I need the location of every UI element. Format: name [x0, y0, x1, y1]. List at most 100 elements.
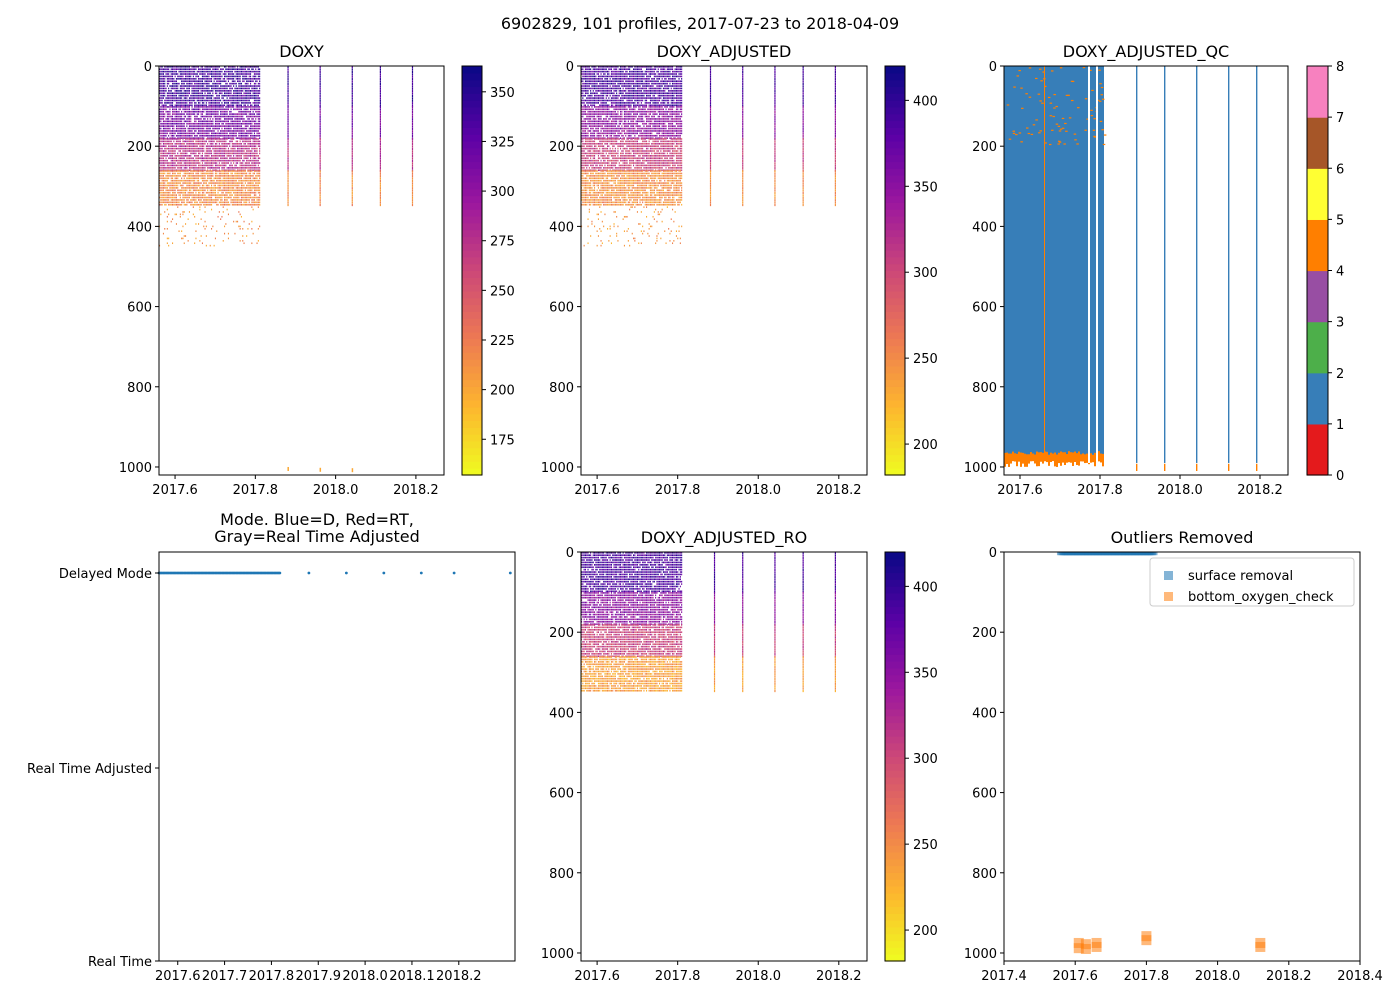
- doxy-sparse-cell: [287, 99, 289, 102]
- doxy-cell: [174, 90, 176, 92]
- doxy-cell: [178, 179, 180, 182]
- doxy-sparse-cell: [351, 70, 353, 74]
- doxy-sparse-cell: [287, 179, 289, 183]
- doxy-cell: [177, 68, 179, 71]
- doxy-cell: [225, 94, 227, 97]
- doxy_adj-cell: [583, 187, 585, 189]
- doxy-cell: [242, 159, 244, 162]
- doxy-cell: [182, 122, 184, 125]
- doxy-cell: [177, 118, 179, 120]
- doxy-sparse-cell: [287, 182, 289, 185]
- doxy-sparse-cell: [319, 106, 321, 109]
- doxy-cell: [194, 201, 196, 204]
- doxy_adj-cell: [591, 66, 593, 68]
- doxy-cell: [226, 170, 228, 172]
- doxy-cell: [251, 167, 253, 169]
- doxy-cell: [235, 73, 237, 75]
- doxy-cell: [221, 92, 223, 95]
- doxy-cell: [185, 170, 187, 172]
- doxy-sparse-cell: [351, 99, 353, 102]
- doxy-cell: [212, 104, 214, 107]
- doxy-cell: [178, 82, 180, 85]
- doxy-sparse-cell: [287, 82, 289, 86]
- doxy-cell: [218, 115, 220, 118]
- doxy-cell: [173, 203, 175, 206]
- doxy-cell: [177, 184, 179, 187]
- doxy-sparse-cell: [411, 82, 414, 86]
- doxy-sparse-cell: [319, 194, 321, 197]
- doxy-cell: [234, 194, 236, 196]
- doxy-cell: [233, 90, 235, 92]
- doxy-cell: [246, 125, 248, 127]
- doxy-cell: [229, 104, 231, 107]
- doxy-cell: [192, 99, 194, 102]
- doxy-cell: [218, 167, 220, 169]
- doxy-cell: [224, 172, 226, 175]
- doxy-cell: [208, 94, 210, 97]
- doxy-cell: [200, 170, 202, 172]
- doxy_adj-cell: [586, 75, 588, 78]
- doxy-cell: [181, 187, 183, 189]
- doxy-cell: [243, 196, 245, 199]
- doxy-cell: [170, 155, 172, 157]
- doxy-sparse-cell: [379, 73, 381, 76]
- doxy-cell: [168, 140, 170, 143]
- doxy-cell: [159, 120, 161, 123]
- doxy-sparse-cell: [379, 138, 381, 141]
- doxy-cell: [212, 140, 214, 143]
- doxy-cell: [257, 196, 259, 199]
- doxy-cell: [177, 78, 179, 80]
- doxy-cell: [247, 227, 249, 230]
- doxy-cell: [173, 87, 175, 90]
- doxy-cell: [226, 90, 228, 92]
- doxy-cell: [195, 182, 197, 184]
- doxy-cell: [209, 194, 211, 196]
- doxy-cell: [187, 184, 189, 187]
- doxy-cell: [172, 167, 174, 169]
- doxy-cell: [252, 199, 254, 201]
- doxy-sparse-cell: [319, 130, 321, 133]
- doxy-cell: [237, 120, 239, 123]
- doxy-cell: [166, 159, 168, 162]
- doxy-cell: [161, 92, 163, 95]
- doxy-sparse-cell: [287, 138, 289, 141]
- doxy-cell: [188, 164, 190, 167]
- doxy-cell: [209, 167, 211, 169]
- doxy-cell: [231, 159, 233, 162]
- doxy-cell: [209, 113, 211, 115]
- doxy-cell: [160, 94, 162, 97]
- doxy_adj-cell: [587, 242, 589, 245]
- doxy-cell: [201, 242, 203, 245]
- doxy-cell: [229, 155, 231, 157]
- doxy-cell: [203, 82, 205, 85]
- doxy-cell: [183, 201, 185, 204]
- doxy_adj-cell: [588, 125, 590, 127]
- doxy-cell: [174, 196, 176, 199]
- doxy_adj-cell: [586, 152, 588, 155]
- doxy-cell: [179, 75, 181, 78]
- doxy-cell: [257, 187, 259, 189]
- doxy-cell: [159, 179, 161, 182]
- doxy-cell: [248, 159, 250, 162]
- doxy-cell: [230, 122, 232, 125]
- doxy-cell: [255, 175, 257, 177]
- doxy-cell: [239, 142, 241, 145]
- doxy-cell: [240, 118, 242, 120]
- doxy-cell: [211, 145, 213, 147]
- doxy-cell: [161, 177, 163, 180]
- doxy-cell: [203, 102, 205, 104]
- doxy-cell: [185, 159, 187, 162]
- doxy_adj-cell: [586, 87, 588, 90]
- doxy-sparse-cell: [319, 132, 321, 135]
- doxy-cell: [178, 118, 180, 120]
- doxy-cell: [225, 82, 227, 85]
- doxy-cell: [205, 152, 207, 155]
- doxy-cell: [160, 130, 162, 132]
- doxy-cell: [204, 164, 206, 167]
- doxy-cell: [225, 199, 227, 201]
- doxy_adj-cell: [581, 110, 583, 113]
- doxy-cell: [194, 145, 196, 147]
- doxy-sparse-cell: [319, 82, 321, 86]
- doxy_adj-cell: [590, 191, 592, 194]
- doxy-cell: [242, 184, 244, 187]
